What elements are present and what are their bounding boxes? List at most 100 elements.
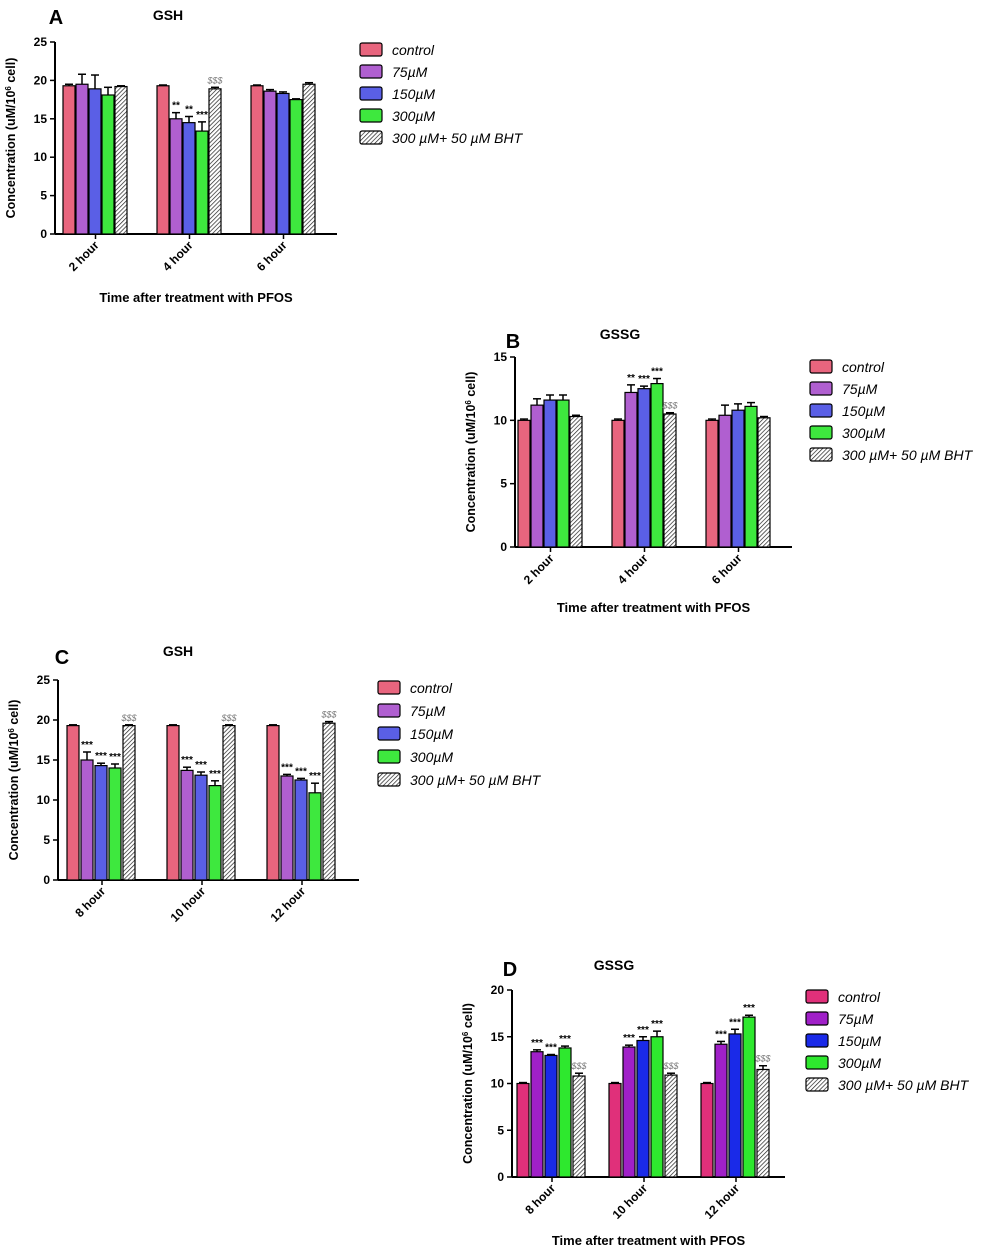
y-tick-label: 5	[497, 1123, 504, 1137]
significance-mark: ***	[623, 1033, 635, 1044]
bar	[517, 1084, 529, 1178]
bar	[295, 780, 307, 880]
legend-swatch	[810, 426, 832, 439]
bar	[309, 793, 321, 880]
significance-mark: ***	[559, 1034, 571, 1045]
bar	[196, 131, 208, 234]
panel-b-chart: BGSSG051015Concentration (uM/106 cell)2 …	[450, 320, 1000, 620]
x-tick-label: 12 hour	[702, 1181, 743, 1222]
y-tick-label: 5	[40, 189, 47, 203]
bht-significance-mark: $$$	[661, 401, 678, 411]
bar	[625, 392, 637, 547]
y-tick-label: 5	[43, 833, 50, 847]
significance-mark: ***	[531, 1038, 543, 1049]
y-tick-label: 15	[494, 350, 508, 364]
bar	[559, 1048, 571, 1177]
x-tick-label: 12 hour	[268, 884, 309, 925]
bar	[209, 89, 221, 234]
x-tick-label: 10 hour	[168, 884, 209, 925]
x-axis-label: Time after treatment with PFOS	[99, 290, 293, 305]
legend-label: 150µM	[842, 403, 885, 419]
legend-label: 75µM	[842, 381, 878, 397]
legend-swatch	[378, 704, 400, 717]
y-axis-label: Concentration (uM/106 cell)	[7, 700, 22, 861]
x-tick-label: 2 hour	[521, 551, 557, 587]
legend-label: 300µM	[838, 1055, 881, 1071]
y-tick-label: 20	[491, 983, 505, 997]
significance-mark: ***	[651, 1019, 663, 1030]
significance-mark: ***	[196, 110, 208, 121]
legend-label: 300 µM+ 50 µM BHT	[838, 1077, 970, 1093]
bht-significance-mark: $$$	[570, 1061, 587, 1071]
y-axis-label: Concentration (uM/106 cell)	[464, 372, 479, 533]
bar	[531, 1052, 543, 1177]
significance-mark: ***	[743, 1003, 755, 1014]
legend-label: 75µM	[392, 64, 428, 80]
bar	[95, 766, 107, 880]
significance-mark: ***	[181, 755, 193, 766]
bar	[715, 1044, 727, 1177]
significance-mark: ***	[95, 751, 107, 762]
legend-swatch	[378, 681, 400, 694]
y-tick-label: 20	[37, 713, 51, 727]
legend-swatch	[378, 750, 400, 763]
bar	[123, 726, 135, 880]
legend-swatch	[810, 448, 832, 461]
legend-swatch	[378, 727, 400, 740]
x-axis-label: Time after treatment with PFOS	[552, 1233, 746, 1248]
bht-significance-mark: $$$	[206, 75, 223, 85]
legend-label: 75µM	[838, 1011, 874, 1027]
bar	[745, 406, 757, 547]
y-tick-label: 10	[37, 793, 51, 807]
significance-mark: **	[627, 373, 635, 384]
bht-significance-mark: $$$	[120, 713, 137, 723]
legend-swatch	[810, 404, 832, 417]
bht-significance-mark: $$$	[754, 1054, 771, 1064]
bar	[732, 410, 744, 547]
bht-significance-mark: $$$	[220, 713, 237, 723]
bar	[290, 100, 302, 234]
legend-swatch	[806, 1034, 828, 1047]
bar	[209, 786, 221, 880]
bar	[665, 1075, 677, 1177]
bar	[157, 86, 169, 234]
panel-c-chart: CGSH0510152025Concentration (uM/106 cell…	[0, 638, 600, 938]
y-tick-label: 10	[494, 413, 508, 427]
bar	[706, 420, 718, 547]
bar	[251, 86, 263, 234]
bar	[531, 405, 543, 547]
y-tick-label: 0	[500, 540, 507, 554]
significance-mark: ***	[81, 740, 93, 751]
significance-mark: ***	[729, 1017, 741, 1028]
bar	[183, 123, 195, 234]
legend-swatch	[806, 1056, 828, 1069]
bar	[729, 1034, 741, 1177]
legend-label: control	[392, 42, 435, 58]
y-tick-label: 15	[491, 1030, 505, 1044]
bar	[651, 384, 663, 547]
significance-mark: ***	[545, 1043, 557, 1054]
x-tick-label: 10 hour	[610, 1181, 651, 1222]
legend-swatch	[360, 131, 382, 144]
bar	[518, 420, 530, 547]
bar	[573, 1076, 585, 1177]
legend-swatch	[806, 1078, 828, 1091]
y-tick-label: 25	[34, 35, 48, 49]
significance-mark: **	[172, 101, 180, 112]
legend-label: control	[842, 359, 885, 375]
bar	[637, 1040, 649, 1177]
panel-d-chart: DGSSG05101520Concentration (uM/106 cell)…	[450, 950, 1000, 1256]
legend-label: 150µM	[392, 86, 435, 102]
legend-swatch	[360, 87, 382, 100]
bar	[223, 726, 235, 880]
legend-label: control	[838, 989, 881, 1005]
bar	[109, 768, 121, 880]
significance-mark: ***	[638, 374, 650, 385]
y-tick-label: 0	[497, 1170, 504, 1184]
bar	[664, 414, 676, 547]
x-tick-label: 2 hour	[66, 238, 102, 274]
significance-mark: ***	[309, 771, 321, 782]
bar	[743, 1017, 755, 1177]
significance-mark: ***	[281, 762, 293, 773]
bar	[267, 726, 279, 880]
